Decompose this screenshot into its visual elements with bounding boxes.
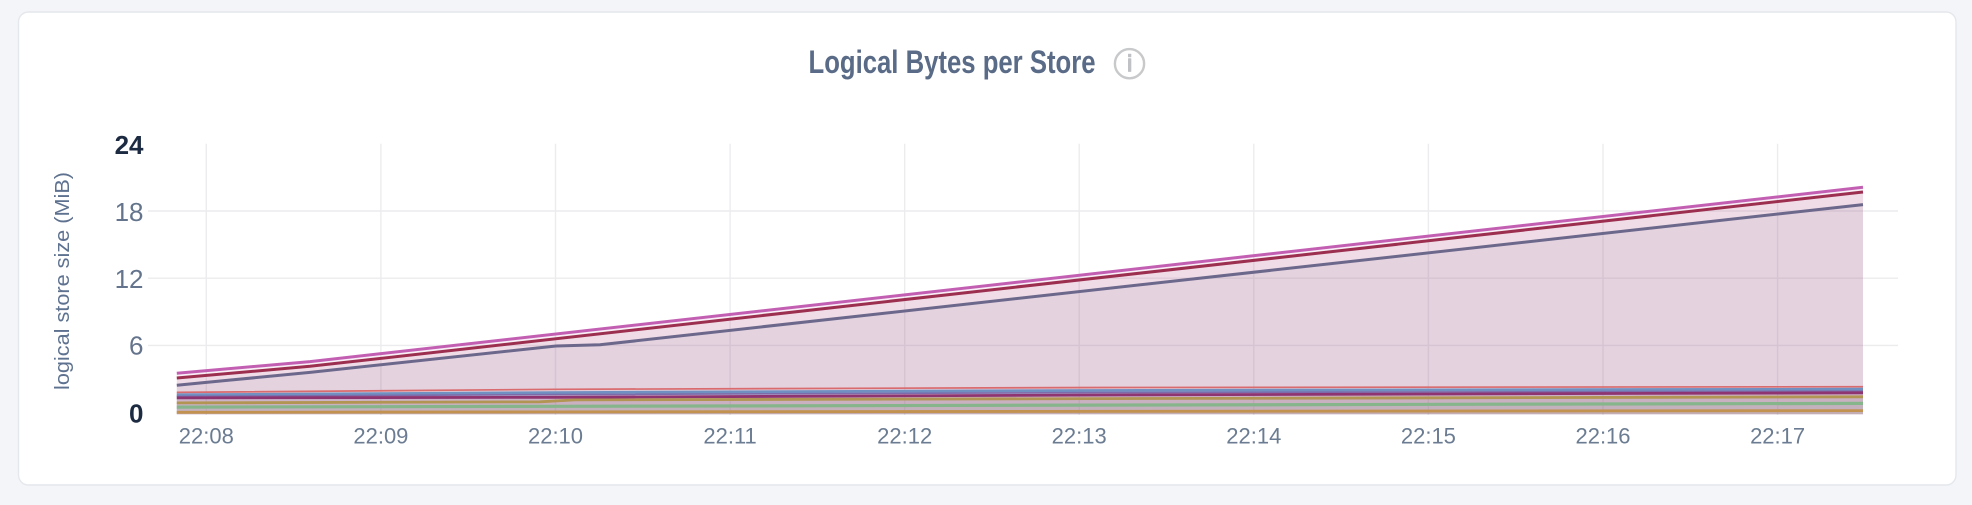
svg-text:22:11: 22:11 bbox=[703, 424, 756, 449]
svg-text:22:10: 22:10 bbox=[528, 424, 583, 449]
svg-text:22:14: 22:14 bbox=[1226, 424, 1281, 449]
svg-text:22:08: 22:08 bbox=[179, 424, 234, 449]
svg-text:12: 12 bbox=[115, 264, 144, 294]
svg-text:22:13: 22:13 bbox=[1052, 424, 1107, 449]
svg-text:0: 0 bbox=[129, 399, 143, 429]
svg-text:22:12: 22:12 bbox=[877, 424, 932, 449]
svg-text:22:15: 22:15 bbox=[1401, 424, 1456, 449]
svg-text:22:09: 22:09 bbox=[353, 424, 408, 449]
svg-text:18: 18 bbox=[115, 197, 144, 227]
svg-text:Logical Bytes per Store: Logical Bytes per Store bbox=[809, 44, 1096, 80]
svg-text:24: 24 bbox=[115, 130, 144, 160]
svg-text:logical store size (MiB): logical store size (MiB) bbox=[52, 172, 74, 390]
svg-text:22:16: 22:16 bbox=[1575, 424, 1630, 449]
svg-text:22:17: 22:17 bbox=[1750, 424, 1805, 449]
svg-text:6: 6 bbox=[129, 330, 143, 360]
